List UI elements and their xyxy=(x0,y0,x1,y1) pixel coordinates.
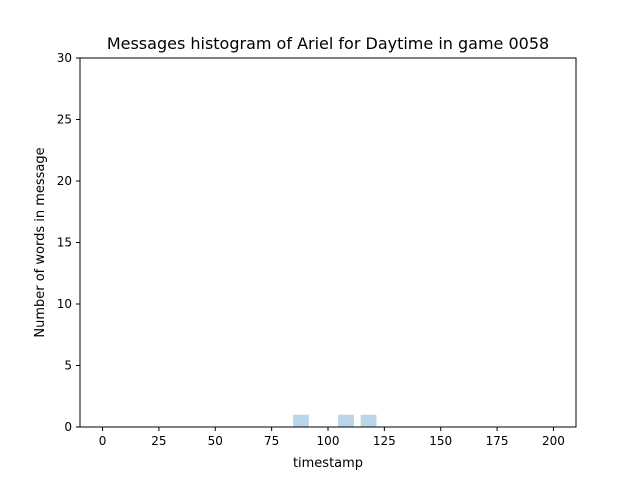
x-tick-label: 200 xyxy=(542,434,565,448)
y-tick-label: 30 xyxy=(57,51,72,65)
x-tick-label: 175 xyxy=(486,434,509,448)
x-tick-label: 75 xyxy=(264,434,279,448)
histogram-bar-1 xyxy=(338,414,354,427)
y-tick-label: 20 xyxy=(57,174,72,188)
y-tick-label: 0 xyxy=(64,420,72,434)
y-tick-label: 5 xyxy=(64,359,72,373)
y-tick-label: 15 xyxy=(57,236,72,250)
y-axis: 0 5 10 15 20 25 30 xyxy=(57,51,80,434)
y-tick-label: 10 xyxy=(57,297,72,311)
histogram-bar-2 xyxy=(360,414,377,427)
x-tick-label: 125 xyxy=(373,434,396,448)
x-tick-label: 25 xyxy=(151,434,166,448)
y-tick-label: 25 xyxy=(57,113,72,127)
x-tick-label: 100 xyxy=(317,434,340,448)
chart-title: Messages histogram of Ariel for Daytime … xyxy=(107,34,549,53)
x-tick-label: 50 xyxy=(208,434,223,448)
x-axis-label: timestamp xyxy=(293,456,363,471)
histogram-bar-0 xyxy=(293,414,309,427)
plot-frame xyxy=(79,57,577,428)
x-tick-label: 150 xyxy=(429,434,452,448)
y-axis-label: Number of words in message xyxy=(33,147,48,337)
x-axis: 0 25 50 75 100 125 150 175 200 xyxy=(99,427,565,448)
bars-layer xyxy=(293,414,377,427)
x-tick-label: 0 xyxy=(99,434,107,448)
